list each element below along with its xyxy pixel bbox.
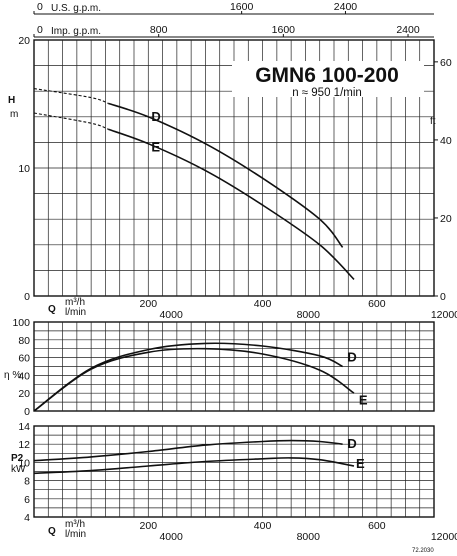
bottom-x-m3h-tick-label: 400 [254, 520, 272, 532]
efficiency-y-label: η % [4, 370, 21, 381]
top-axis-tick-label: 800 [150, 24, 168, 36]
eff-curve-label-d: D [347, 350, 356, 365]
pow-curve-label-d: D [347, 436, 356, 451]
eff-y-tick-label: 60 [18, 353, 30, 365]
chart-subtitle: n ≈ 950 1/min [292, 87, 362, 99]
bottom-x-axis: Q m³/h l/min 2004006008004000800012000 [48, 519, 457, 543]
bottom-x-lmin-tick-label: 8000 [297, 531, 321, 543]
head-x-m3h-tick-label: 400 [254, 298, 272, 310]
pow-y-tick-label: 6 [24, 494, 30, 506]
bottom-x-q-label: Q [48, 526, 56, 537]
power-chart: 4 6 8 10 12 14 P2 kW DE [11, 421, 435, 524]
head-curve-label-d: D [151, 109, 160, 124]
top-axis-tick-label: 2400 [396, 24, 420, 36]
head-y-tick-label: 0 [24, 291, 30, 303]
bottom-x-lmin-unit: l/min [65, 529, 86, 540]
eff-y-tick-label: 40 [18, 370, 30, 382]
head-x-ticks: 2004006008004000800012000 [140, 298, 457, 321]
efficiency-grid [34, 322, 434, 411]
head-x-lmin-tick-label: 8000 [297, 309, 321, 321]
power-y-ticks: 4 6 8 10 12 14 [18, 421, 30, 524]
top-axis-tick-label: 0 [37, 24, 43, 36]
head-y-ticks-right: 0 20 40 60 [434, 57, 452, 303]
head-curve-d-dashed [33, 88, 109, 104]
head-y-tick-label-right: 0 [440, 291, 446, 303]
power-y-unit: kW [11, 464, 26, 475]
bottom-x-m3h-tick-label: 600 [368, 520, 386, 532]
head-y-tick-label: 20 [18, 35, 30, 47]
head-y-tick-label: 10 [18, 163, 30, 175]
pow-y-tick-label: 12 [18, 439, 30, 451]
head-curve-e [108, 128, 355, 280]
pow-y-tick-label: 14 [18, 421, 30, 433]
head-y-tick-label-right: 40 [440, 135, 452, 147]
pow-curve-label-e: E [356, 456, 365, 471]
eff-y-tick-label: 80 [18, 335, 30, 347]
power-grid [34, 426, 434, 517]
title-box [232, 61, 424, 97]
head-x-lmin-tick-label: 4000 [159, 309, 183, 321]
eff-y-tick-label: 100 [12, 317, 30, 329]
head-x-m3h-tick-label: 600 [368, 298, 386, 310]
top-axes: U.S. g.p.m. Imp. g.p.m. 0 1600 2400 0 800 160… [33, 1, 434, 38]
head-curves: DE [33, 88, 355, 280]
head-y-label-right: ft [430, 116, 436, 127]
head-y-tick-label-right: 60 [440, 57, 452, 69]
pow-curve-d [33, 439, 343, 462]
head-x-m3h-unit: m³/h [65, 297, 85, 308]
head-y-ticks: 0 10 20 [18, 35, 30, 303]
head-curve-label-e: E [151, 140, 160, 155]
head-y-label: H [8, 95, 15, 106]
power-y-label: P2 [11, 453, 24, 464]
eff-curve-label-e: E [359, 392, 368, 407]
power-curves: DE [33, 436, 365, 475]
head-x-m3h-tick-label: 200 [140, 298, 158, 310]
pow-y-tick-label: 4 [24, 512, 30, 524]
impgpm-label: Imp. g.p.m. [51, 26, 101, 37]
efficiency-curves: DE [33, 342, 368, 412]
bottom-x-ticks: 2004006008004000800012000 [140, 520, 457, 543]
footer-code: 72.2030 [412, 548, 434, 554]
top-axis-tick-label: 2400 [334, 1, 358, 13]
chart-title: GMN6 100-200 [255, 64, 399, 87]
head-y-tick-label-right: 20 [440, 213, 452, 225]
eff-y-tick-label: 20 [18, 388, 30, 400]
head-curve-e-dashed [33, 112, 109, 130]
head-curve-d [108, 102, 344, 248]
head-x-lmin-unit: l/min [65, 307, 86, 318]
eff-curve-e [33, 347, 355, 412]
usgpm-label: U.S. g.p.m. [51, 3, 101, 14]
eff-y-tick-label: 0 [24, 406, 30, 418]
bottom-x-lmin-tick-label: 4000 [159, 531, 183, 543]
eff-curve-d [33, 342, 343, 412]
top-axis-tick-label: 1600 [272, 24, 296, 36]
bottom-x-m3h-unit: m³/h [65, 519, 85, 530]
pow-y-tick-label: 8 [24, 476, 30, 488]
top-axis-ticks: 0 1600 2400 0 800 1600 2400 [33, 1, 420, 37]
head-y-unit: m [10, 109, 18, 120]
efficiency-y-ticks: 0 20 40 60 80 100 [12, 317, 30, 418]
pow-y-tick-label: 10 [18, 457, 30, 469]
top-axis-tick-label: 0 [37, 1, 43, 13]
head-x-axis: Q m³/h l/min 2004006008004000800012000 [48, 297, 457, 321]
top-axis-tick-label: 1600 [230, 1, 254, 13]
pow-curve-e [33, 457, 355, 475]
bottom-x-m3h-tick-label: 200 [140, 520, 158, 532]
head-x-q-label: Q [48, 304, 56, 315]
